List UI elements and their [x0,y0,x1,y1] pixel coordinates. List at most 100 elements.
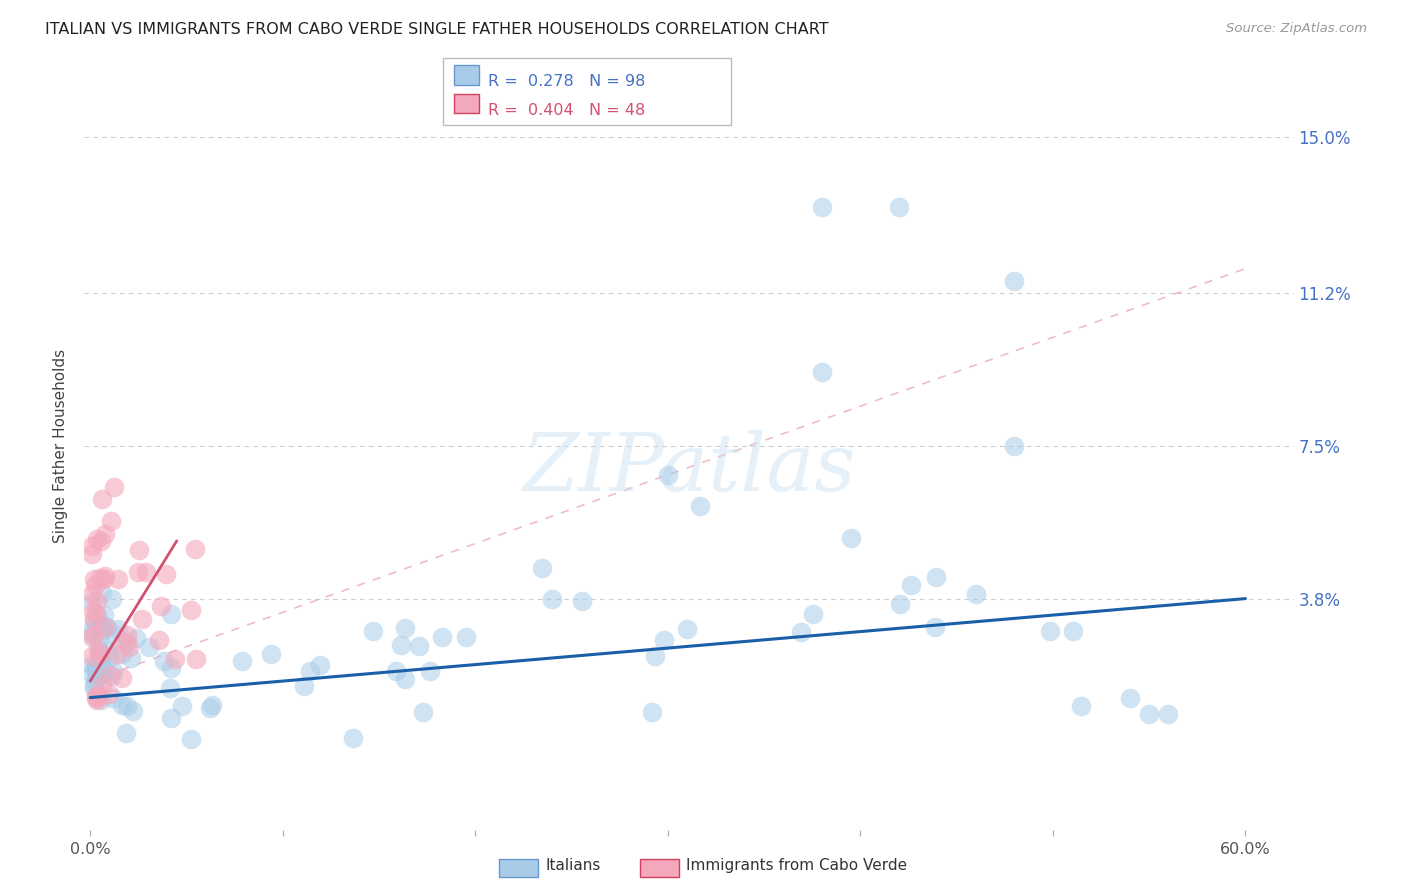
Point [82,604,104,618]
Point [89,648,111,662]
Point [1002,439,1025,453]
Point [86,608,108,623]
Point [82,587,104,601]
Point [131,612,153,626]
Point [107,572,129,586]
Point [1062,624,1084,639]
Point [389,638,412,652]
Point [155,567,177,582]
Point [80,630,103,644]
Point [103,480,125,494]
Point [1137,707,1160,722]
Point [163,652,186,666]
Point [84,661,107,675]
Point [676,623,699,637]
Point [1039,624,1062,639]
Point [86,641,108,656]
Point [94,619,117,633]
Point [91,678,114,692]
Point [149,599,172,613]
Point [87,632,110,646]
Y-axis label: Single Father Households: Single Father Households [53,349,69,543]
Point [121,704,143,718]
Point [111,698,134,713]
Point [803,607,825,622]
Point [86,532,108,546]
Point [111,648,134,662]
Point [90,657,112,671]
Point [80,658,103,673]
Point [80,539,103,553]
Point [965,587,987,601]
Point [114,634,136,648]
Text: Italians: Italians [546,858,600,872]
Point [83,578,105,592]
Point [115,698,138,713]
Point [657,467,679,482]
Point [83,681,105,695]
Point [184,651,207,665]
Point [86,665,108,680]
Point [571,594,593,608]
Point [83,612,105,626]
Point [201,698,224,712]
Point [160,607,183,621]
Point [384,664,406,678]
Point [97,687,120,701]
Point [98,650,121,665]
Point [87,647,110,661]
Point [84,674,107,689]
Point [810,365,832,379]
Point [148,632,170,647]
Point [94,527,117,541]
Point [138,640,160,654]
Point [91,624,114,638]
Point [83,678,105,692]
Point [84,607,107,621]
Point [89,651,111,665]
Point [118,640,141,655]
Point [810,200,832,214]
Point [91,492,114,507]
Point [91,660,114,674]
Point [531,560,554,574]
Point [87,645,110,659]
Point [689,499,711,513]
Point [1157,707,1180,722]
Point [90,533,112,548]
Point [104,628,127,642]
Point [361,624,384,639]
Point [115,628,138,642]
Point [408,639,430,653]
Point [394,621,416,635]
Point [83,628,105,642]
Point [80,595,103,609]
Point [91,668,114,682]
Point [90,693,112,707]
Point [93,607,115,622]
Point [84,660,107,674]
Point [887,200,910,214]
Point [97,643,120,657]
Point [100,514,122,528]
Point [107,622,129,636]
Point [120,651,142,665]
Point [128,543,150,558]
Point [80,547,103,561]
Point [82,666,104,681]
Point [184,541,207,556]
Text: R =  0.278   N = 98: R = 0.278 N = 98 [488,74,645,89]
Text: ITALIAN VS IMMIGRANTS FROM CABO VERDE SINGLE FATHER HOUSEHOLDS CORRELATION CHART: ITALIAN VS IMMIGRANTS FROM CABO VERDE SI… [45,22,828,37]
Point [839,532,862,546]
Point [889,597,911,611]
Point [644,648,666,663]
Point [1119,690,1142,705]
Point [924,620,946,634]
Text: Source: ZipAtlas.com: Source: ZipAtlas.com [1226,22,1367,36]
Point [540,592,562,607]
Point [86,689,108,703]
Point [153,655,176,669]
Point [87,689,110,703]
Point [198,700,221,714]
Point [80,627,103,641]
